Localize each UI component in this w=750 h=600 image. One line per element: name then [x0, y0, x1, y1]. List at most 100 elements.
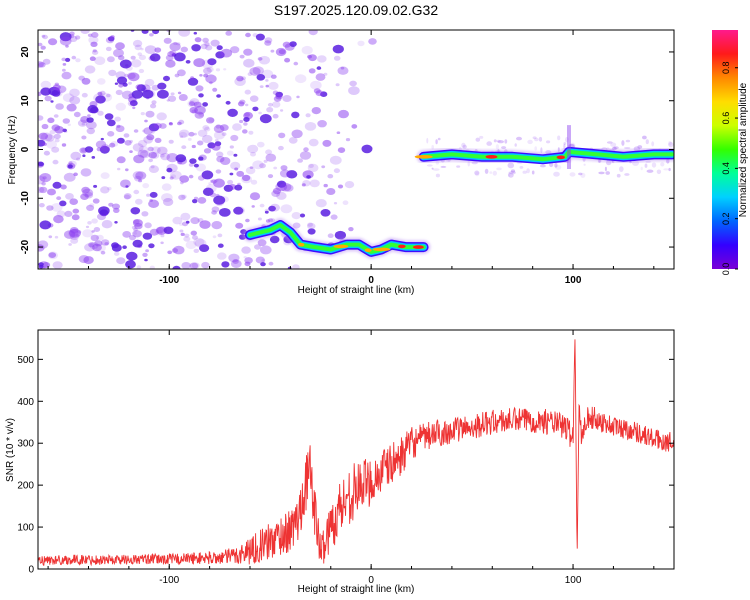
- noise-blob: [644, 163, 648, 168]
- noise-blob: [112, 203, 120, 210]
- spectrogram-y-tick-label: 20: [20, 46, 31, 58]
- noise-blob: [91, 156, 96, 159]
- noise-blob: [148, 123, 160, 132]
- noise-blob: [210, 179, 214, 183]
- noise-blob: [462, 144, 467, 149]
- noise-blob: [316, 66, 322, 70]
- noise-blob: [47, 188, 56, 196]
- noise-blob: [144, 45, 157, 54]
- noise-blob: [179, 229, 184, 233]
- noise-blob: [39, 203, 45, 208]
- noise-blob: [145, 110, 155, 118]
- noise-blob: [191, 44, 201, 52]
- noise-blob: [279, 169, 291, 178]
- noise-blob: [249, 95, 259, 102]
- noise-blob: [168, 139, 174, 144]
- noise-blob: [323, 72, 328, 76]
- noise-blob: [245, 166, 256, 175]
- noise-blob: [315, 199, 327, 208]
- noise-blob: [84, 191, 94, 199]
- noise-blob: [213, 178, 225, 188]
- noise-blob: [166, 153, 179, 163]
- snr-line-group: [38, 339, 674, 567]
- noise-blob: [185, 240, 197, 250]
- noise-blob: [479, 135, 484, 139]
- noise-blob: [191, 262, 200, 269]
- noise-blob: [179, 175, 190, 183]
- noise-blob: [333, 55, 341, 61]
- noise-blob: [496, 167, 502, 171]
- noise-blob: [143, 127, 153, 135]
- noise-blob: [94, 240, 103, 247]
- noise-blob: [114, 116, 121, 122]
- noise-blob: [264, 37, 273, 44]
- noise-blob: [151, 100, 157, 105]
- noise-blob: [138, 179, 143, 183]
- noise-blob: [47, 117, 55, 124]
- noise-blob: [323, 183, 328, 188]
- noise-blob: [250, 151, 256, 157]
- noise-blob: [125, 168, 129, 172]
- noise-blob: [230, 259, 242, 268]
- noise-blob: [110, 141, 119, 147]
- noise-blob: [151, 146, 161, 154]
- noise-blob: [279, 182, 292, 192]
- noise-blob: [161, 176, 166, 180]
- noise-blob: [135, 84, 143, 90]
- noise-blob: [169, 176, 174, 180]
- signal-track-segment-2-layer-3: [421, 149, 674, 162]
- spectrogram-x-label: Height of straight line (km): [298, 285, 415, 296]
- noise-blob: [640, 166, 643, 171]
- noise-blob: [348, 227, 354, 232]
- noise-blob: [135, 171, 147, 180]
- noise-blob: [165, 54, 174, 61]
- colorbar-tick-label: 0.8: [721, 61, 731, 74]
- noise-blob: [38, 161, 44, 167]
- noise-blob: [249, 192, 261, 201]
- noise-blob: [247, 144, 259, 154]
- noise-blob: [113, 207, 120, 213]
- noise-blob: [125, 260, 136, 269]
- noise-blob: [203, 41, 210, 47]
- noise-blob: [99, 90, 106, 96]
- noise-blob: [142, 252, 148, 257]
- noise-blob: [81, 92, 88, 98]
- noise-blob: [203, 73, 209, 78]
- spectrogram-signal-track: [243, 125, 674, 259]
- noise-blob: [484, 168, 489, 174]
- noise-blob: [138, 68, 145, 74]
- noise-blob: [135, 198, 143, 205]
- noise-blob: [68, 243, 72, 246]
- noise-blob: [241, 175, 253, 184]
- noise-blob: [243, 117, 250, 122]
- noise-blob: [96, 234, 104, 241]
- noise-blob: [38, 115, 44, 121]
- noise-blob: [237, 101, 245, 107]
- noise-blob: [435, 139, 438, 145]
- noise-blob: [117, 139, 123, 144]
- snr-y-tick-label: 100: [17, 523, 34, 534]
- noise-blob: [660, 162, 665, 167]
- noise-blob: [170, 174, 177, 179]
- noise-blob: [92, 49, 97, 53]
- noise-blob: [41, 182, 46, 186]
- noise-blob: [136, 265, 142, 269]
- noise-blob: [163, 37, 172, 44]
- noise-blob: [211, 221, 223, 230]
- noise-blob: [107, 131, 115, 137]
- noise-blob: [132, 171, 144, 180]
- noise-blob: [116, 156, 126, 164]
- noise-blob: [38, 244, 45, 252]
- noise-blob: [276, 191, 287, 200]
- noise-blob: [69, 96, 81, 105]
- noise-blob: [264, 210, 269, 214]
- noise-blob: [59, 36, 72, 46]
- noise-blob: [188, 131, 195, 137]
- noise-blob: [486, 141, 493, 146]
- noise-blob: [53, 133, 61, 140]
- noise-blob: [149, 33, 154, 37]
- noise-blob: [86, 127, 96, 135]
- noise-blob: [475, 171, 480, 177]
- noise-blob: [213, 195, 226, 205]
- noise-blob: [162, 198, 174, 206]
